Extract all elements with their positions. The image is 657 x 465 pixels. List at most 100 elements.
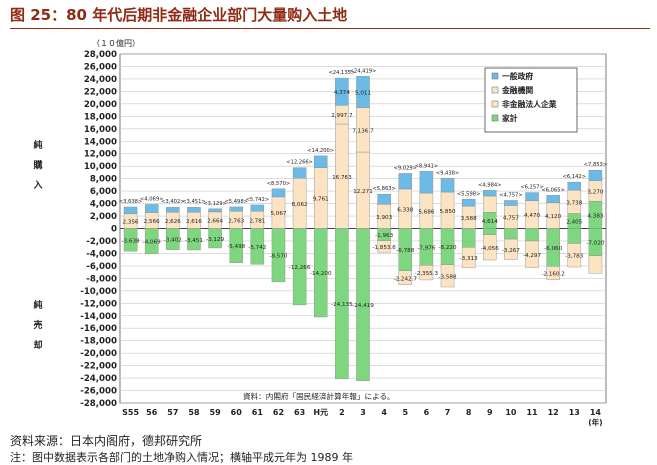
axis-char: 却 [33, 339, 42, 351]
x-tick-label: 2 [339, 408, 345, 417]
data-label: -12,266 [289, 265, 311, 271]
y-tick-label: -22,000 [80, 362, 117, 372]
bar-nonfin-corp [461, 246, 476, 269]
bar-group-12 [377, 194, 391, 253]
legend-swatch [491, 72, 499, 80]
total-label: <5,498> [224, 199, 248, 205]
axis-char: 純 [33, 139, 42, 151]
bar-household [166, 228, 180, 250]
y-tick-label: 0 [111, 225, 117, 235]
y-tick-label: 14,000 [84, 137, 117, 147]
data-label: -8,220 [438, 245, 456, 251]
y-tick-label: -28,000 [80, 399, 117, 409]
bar-group-21 [567, 181, 582, 268]
x-tick-label: 63 [294, 408, 305, 417]
data-label: 8,062 [292, 202, 308, 208]
data-label: 9,761 [313, 197, 329, 203]
x-tick-label: H元 [313, 408, 328, 417]
y-tick-label: -26,000 [80, 387, 117, 397]
x-tick-label: 11 [526, 408, 538, 417]
y-tick-label: 6,000 [90, 187, 117, 197]
data-label: -3,588 [438, 274, 456, 280]
y-tick-label: 26,000 [84, 62, 117, 72]
total-label: <24,419> [350, 68, 377, 74]
bar-government [356, 76, 370, 108]
total-label: <4,757> [499, 192, 523, 198]
data-label: 4,757 [503, 215, 519, 221]
bar-group-22 [588, 170, 603, 274]
x-tick-label: 5 [402, 408, 408, 417]
bar-group-15 [440, 178, 455, 288]
y-tick-label: 10,000 [84, 162, 117, 172]
bar-government [588, 170, 603, 182]
bar-government [398, 173, 413, 190]
total-label: <14,200> [307, 148, 334, 154]
bar-government [250, 204, 265, 212]
legend-swatch [491, 86, 499, 94]
total-label: <3,638> [119, 199, 143, 205]
x-tick-label: 3 [360, 408, 366, 417]
bar-group-10 [335, 77, 349, 380]
bar-nonfin-corp [398, 270, 413, 285]
y-tick-label: 18,000 [84, 112, 117, 122]
y-tick-label: -16,000 [80, 324, 117, 334]
x-tick-label: 8 [466, 408, 472, 417]
total-label: <6,142> [563, 174, 587, 180]
data-label: 4,374 [334, 90, 350, 96]
y-label-positive: 純購入 [32, 139, 42, 191]
data-label: 2,781 [249, 218, 265, 224]
data-label: 5,686 [418, 209, 434, 215]
y-tick-label: 8,000 [90, 175, 117, 185]
axis-char: 購 [32, 159, 42, 171]
y-tick-label: 28,000 [84, 50, 117, 60]
data-label: 3,270 [587, 189, 603, 195]
bar-household [461, 228, 476, 248]
data-label: -2,242.7 [394, 276, 418, 282]
bar-household [504, 228, 518, 240]
x-tick-label: 4 [381, 408, 387, 417]
total-label: <3,451> [182, 199, 206, 205]
data-label: 3,738 [566, 200, 582, 206]
data-label: -3,129 [206, 237, 224, 243]
bar-government [546, 195, 560, 204]
bar-group-9 [313, 155, 328, 318]
data-label: 16,763 [332, 175, 352, 181]
data-label: 4,120 [545, 214, 561, 220]
x-tick-label: 14 [590, 408, 602, 417]
resource-note: 資料：内閣府「国民経済計算年報」による。 [243, 391, 395, 401]
x-tick-label: 12 [548, 408, 559, 417]
land-purchase-chart: 2,356 -3,638 <3,638> 2,566 -4,069 <4,069> 2,62… [32, 38, 607, 427]
y-tick-label: 2,000 [90, 212, 117, 222]
x-tick-label: S55 [122, 408, 139, 417]
data-label: 2,626 [165, 219, 181, 225]
bar-household [229, 228, 243, 263]
bar-household [356, 228, 370, 381]
data-label: -3,402 [164, 238, 182, 244]
bar-group-4 [208, 208, 222, 249]
bar-group-20 [546, 195, 560, 280]
data-label: 5,067 [270, 211, 286, 217]
bar-household [250, 228, 265, 265]
bars-layer [123, 76, 603, 381]
data-label: -5,742 [248, 245, 266, 251]
data-label: -3,267 [502, 248, 520, 254]
axis-char: 純 [33, 299, 42, 311]
total-label: <5,863> [372, 186, 396, 192]
bar-group-2 [166, 206, 180, 250]
bar-group-13 [398, 173, 413, 285]
data-label: 2,566 [144, 219, 160, 225]
x-tick-label: 60 [231, 408, 243, 417]
data-label: -3,451 [185, 238, 203, 244]
bar-government [292, 167, 307, 179]
x-tick-label: 7 [445, 408, 451, 417]
bar-household [292, 228, 307, 306]
y-tick-label: -4,000 [86, 249, 117, 259]
data-label: -7,020 [586, 241, 604, 247]
data-label: -5,498 [227, 244, 245, 250]
bar-nonfin-corp [440, 264, 455, 288]
unit-label: （１０億円） [92, 38, 140, 48]
bar-government [313, 155, 328, 168]
bar-nonfin-corp [377, 240, 391, 253]
bar-household [187, 228, 201, 251]
y-tick-label: 22,000 [84, 87, 117, 97]
